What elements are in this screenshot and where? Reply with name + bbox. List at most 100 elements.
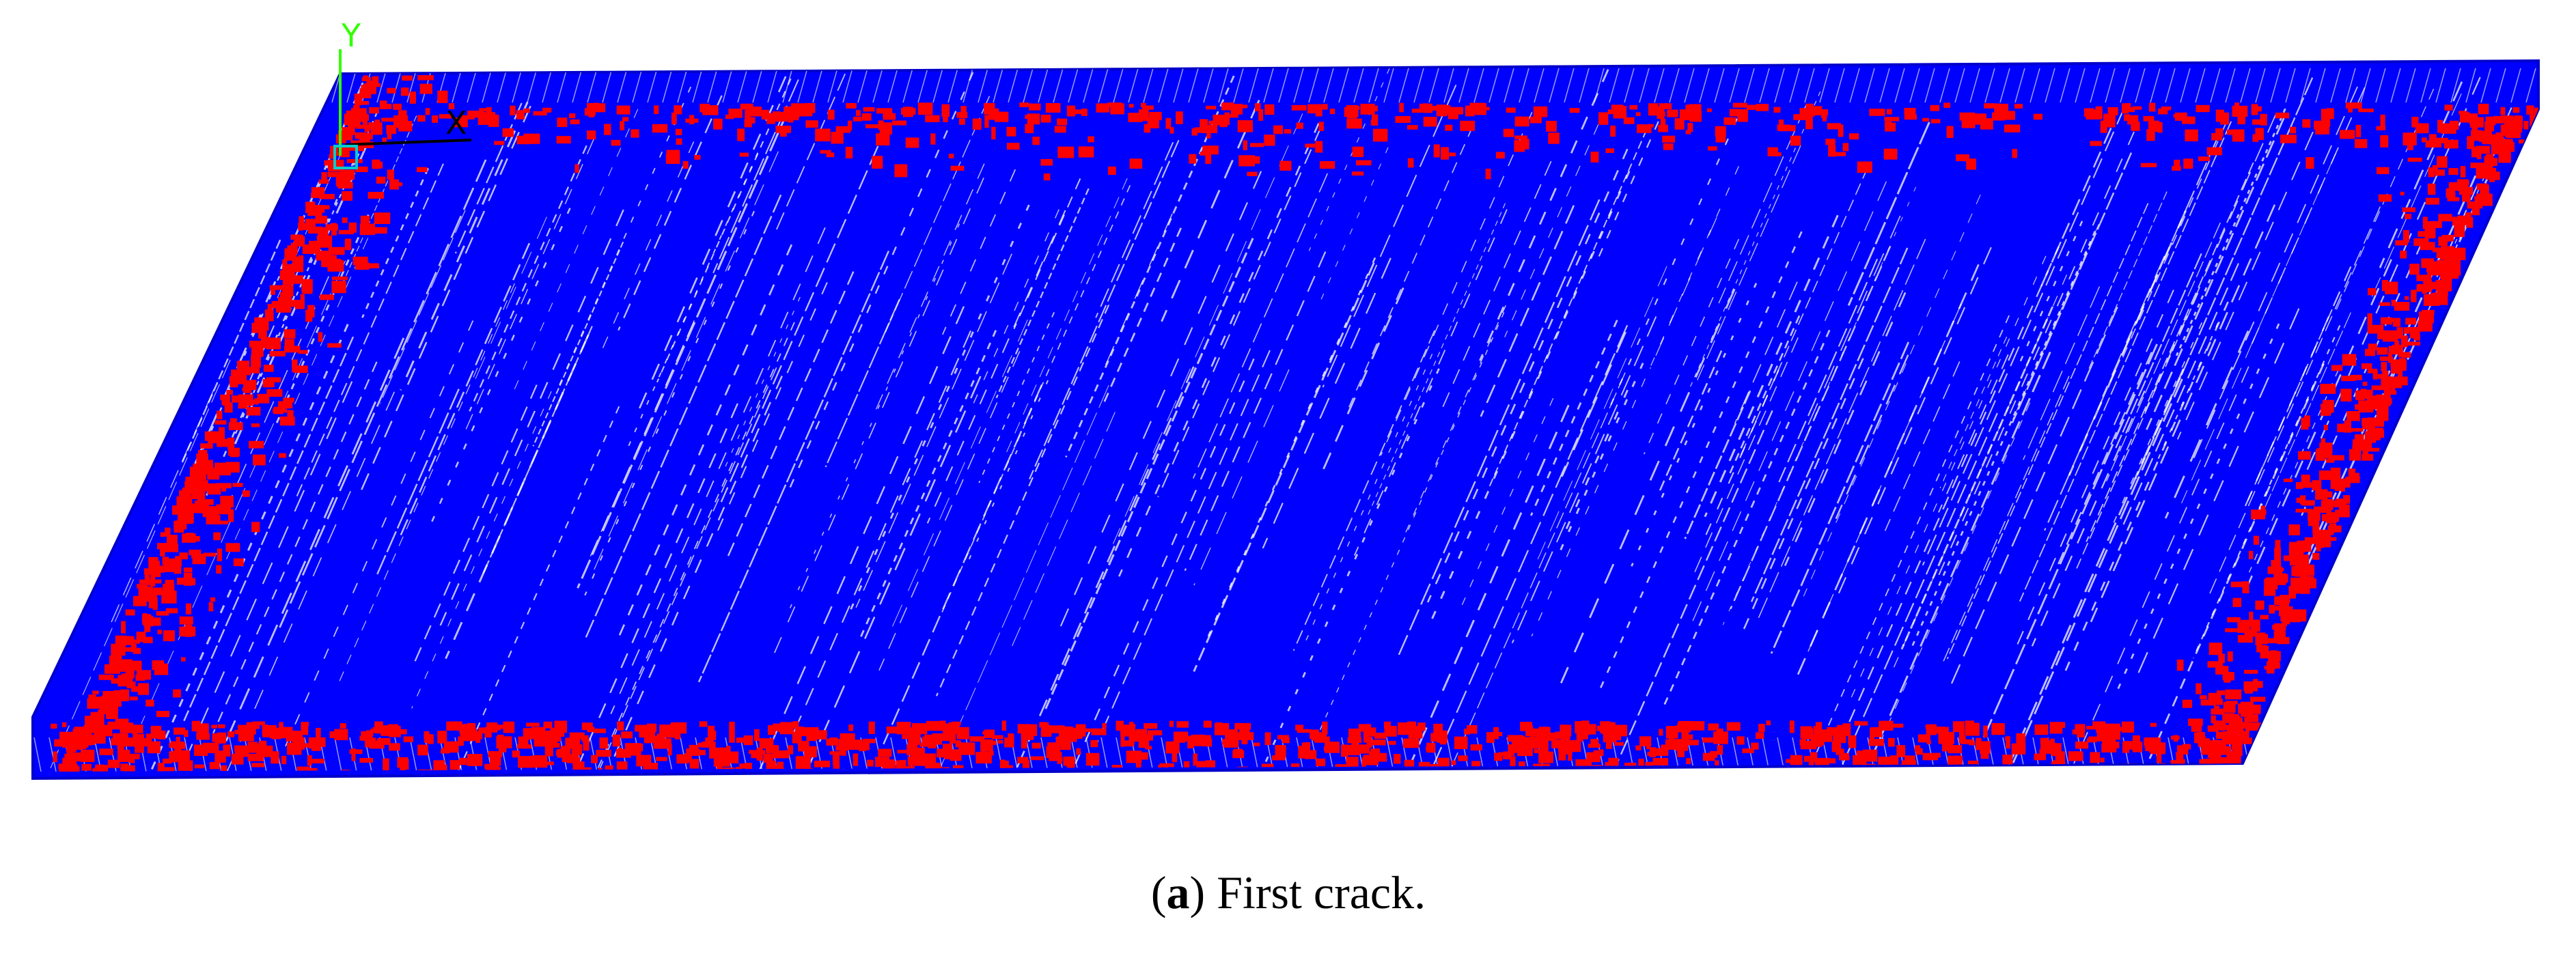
crack	[2466, 216, 2474, 228]
crack	[2471, 130, 2482, 141]
crack	[84, 735, 96, 740]
crack	[227, 509, 234, 522]
crack	[271, 288, 275, 295]
crack	[2530, 115, 2536, 127]
crack	[179, 512, 194, 524]
crack	[1264, 135, 1275, 146]
crack	[2174, 159, 2180, 167]
crack	[1071, 109, 1087, 114]
mesh-line	[398, 242, 531, 539]
crack	[995, 111, 1009, 122]
crack	[2476, 152, 2482, 160]
crack	[1066, 105, 1076, 117]
crack	[131, 686, 148, 692]
mesh-line	[596, 322, 795, 770]
crack	[1758, 723, 1765, 732]
crack	[2296, 563, 2303, 575]
crack	[1755, 732, 1764, 739]
crack	[2371, 385, 2385, 391]
crack	[805, 120, 818, 128]
crack	[2388, 333, 2402, 338]
crack	[1904, 114, 1917, 120]
crack	[710, 731, 717, 740]
crack	[2405, 213, 2411, 219]
crack	[2208, 643, 2223, 656]
crack	[217, 548, 223, 561]
crack	[1433, 144, 1440, 158]
crack	[888, 759, 895, 768]
crack	[2326, 459, 2335, 463]
crack	[369, 740, 385, 749]
crack	[2250, 619, 2260, 632]
crack	[739, 152, 749, 157]
crack	[249, 367, 260, 374]
mesh-rib	[2465, 68, 2476, 103]
crack	[479, 108, 487, 112]
crack	[2398, 352, 2411, 358]
crack	[1208, 120, 1225, 125]
crack	[1660, 118, 1666, 128]
crack	[792, 721, 799, 729]
crack	[560, 746, 571, 753]
crack	[969, 736, 985, 742]
crack	[544, 744, 553, 757]
crack	[1241, 734, 1248, 744]
crack	[2460, 166, 2466, 178]
crack	[1426, 746, 1435, 751]
crack	[1569, 108, 1580, 113]
crack	[827, 109, 835, 120]
crack	[675, 128, 682, 136]
crack	[380, 725, 391, 736]
crack	[2320, 384, 2336, 394]
mesh-rib	[1248, 68, 1259, 103]
crack	[195, 473, 202, 481]
crack	[959, 118, 965, 125]
crack	[174, 561, 182, 574]
crack	[2395, 240, 2408, 246]
crack	[238, 404, 248, 409]
crack	[1407, 158, 1414, 168]
crack	[355, 166, 368, 173]
mesh-line	[473, 216, 547, 384]
crack	[2273, 623, 2286, 632]
crack	[1769, 152, 1782, 156]
crack	[1432, 105, 1438, 111]
mesh-line	[1504, 124, 1599, 337]
crack	[2444, 104, 2453, 111]
crack	[958, 742, 975, 755]
crack	[2526, 105, 2534, 115]
crack	[1652, 757, 1669, 765]
mesh-line	[1428, 324, 1629, 772]
crack	[1611, 104, 1624, 109]
crack	[2148, 102, 2156, 112]
crack	[1674, 118, 1685, 130]
mesh-line	[1950, 307, 2118, 684]
crack	[1657, 106, 1665, 120]
crack	[1960, 739, 1973, 744]
crack	[1751, 742, 1759, 750]
mesh-rib	[752, 68, 763, 103]
crack	[307, 755, 312, 766]
crack	[2423, 294, 2440, 306]
mesh-line	[1193, 369, 1290, 586]
crack	[162, 759, 172, 764]
crack	[2096, 728, 2107, 740]
crack	[2250, 697, 2266, 702]
mesh-line	[2175, 108, 2286, 356]
crack	[2437, 259, 2452, 268]
mesh-rib	[1278, 68, 1289, 103]
crack	[1984, 103, 1995, 109]
crack	[1802, 728, 1814, 740]
crack	[863, 107, 875, 112]
crack	[1297, 729, 1312, 733]
mesh-line	[1870, 351, 2051, 758]
crack	[93, 735, 105, 743]
crack	[1275, 745, 1286, 757]
mesh-rib	[602, 68, 613, 103]
mesh-line	[1690, 337, 1799, 581]
crack	[1407, 125, 1418, 130]
crack	[2075, 724, 2086, 733]
crack	[2469, 117, 2484, 128]
crack	[875, 757, 890, 768]
crack	[269, 285, 286, 290]
